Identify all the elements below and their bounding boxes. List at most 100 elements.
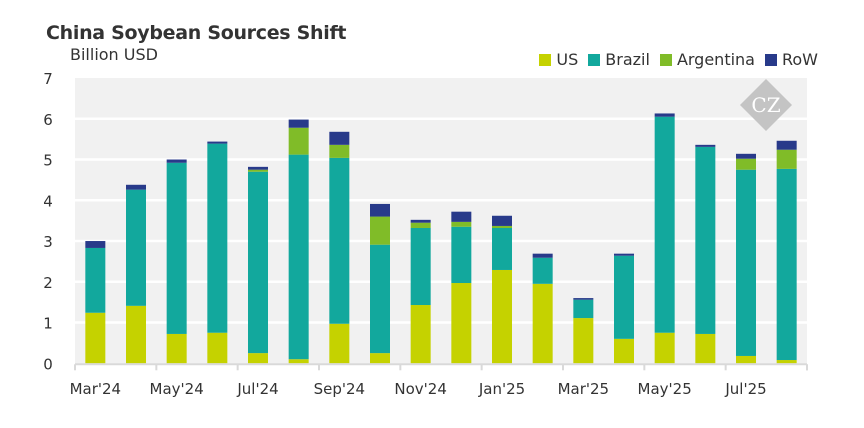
legend: US Brazil Argentina RoW	[539, 50, 818, 69]
bar-row-2	[166, 159, 187, 163]
bar-us-5	[288, 359, 309, 364]
bar-brazil-16	[736, 169, 756, 356]
legend-item-brazil: Brazil	[588, 50, 650, 69]
legend-label-us: US	[556, 50, 579, 69]
bar-row-10	[492, 215, 512, 226]
bar-us-11	[532, 283, 553, 364]
bar-row-14	[654, 113, 675, 117]
bar-row-1	[126, 184, 146, 190]
x-tick-label: Sep'24	[314, 380, 365, 398]
watermark-logo: CZ	[740, 79, 792, 131]
bar-argentina-7	[370, 216, 390, 245]
y-tick-label: 2	[43, 274, 53, 292]
bar-brazil-9	[451, 226, 472, 284]
bar-brazil-15	[695, 146, 716, 334]
legend-swatch-argentina	[659, 53, 672, 66]
legend-label-argentina: Argentina	[676, 50, 755, 69]
bar-row-15	[695, 144, 716, 147]
bar-brazil-11	[532, 257, 553, 284]
bar-us-16	[736, 355, 756, 364]
bar-argentina-6	[329, 144, 350, 158]
bar-argentina-8	[410, 222, 431, 228]
legend-swatch-row	[764, 53, 777, 66]
bar-brazil-12	[573, 299, 594, 319]
legend-swatch-brazil	[588, 53, 601, 66]
bar-row-6	[329, 131, 350, 145]
plot-area	[75, 78, 807, 364]
bar-row-12	[573, 298, 594, 300]
bar-brazil-8	[410, 227, 431, 306]
bar-us-1	[126, 305, 146, 364]
y-tick-label: 1	[43, 315, 53, 333]
gridlines	[75, 117, 807, 324]
x-tick-label: Nov'24	[394, 380, 447, 398]
bar-row-3	[207, 141, 228, 144]
y-axis-unit-label: Billion USD	[70, 45, 158, 64]
bar-row-17	[776, 140, 797, 150]
x-tick-label: Mar'25	[558, 380, 610, 398]
x-tick-label: Jul'25	[724, 380, 766, 398]
y-tick-label: 7	[43, 70, 53, 88]
bar-argentina-5	[288, 127, 309, 155]
y-tick-label: 5	[43, 152, 53, 170]
bar-us-7	[370, 353, 390, 364]
legend-item-us: US	[539, 50, 578, 69]
bar-row-4	[248, 166, 268, 170]
bar-brazil-5	[288, 154, 309, 360]
bar-argentina-17	[776, 149, 797, 169]
bar-argentina-9	[451, 221, 472, 227]
chart-title: China Soybean Sources Shift	[46, 22, 347, 44]
bar-brazil-14	[654, 116, 675, 333]
bar-us-4	[248, 353, 268, 364]
bar-brazil-2	[166, 162, 187, 334]
bar-row-5	[288, 119, 309, 128]
bar-us-10	[492, 269, 512, 364]
bar-brazil-1	[126, 189, 146, 306]
y-tick-label: 0	[43, 355, 53, 373]
legend-item-row: RoW	[764, 50, 818, 69]
legend-swatch-us	[539, 53, 552, 66]
bar-us-2	[166, 333, 187, 364]
x-tick-label: May'24	[150, 380, 204, 398]
legend-label-brazil: Brazil	[605, 50, 650, 69]
y-tick-label: 3	[43, 233, 53, 251]
x-tick-label: Jul'24	[236, 380, 278, 398]
bar-us-0	[85, 312, 106, 364]
bar-brazil-0	[85, 247, 106, 313]
bar-argentina-16	[736, 158, 756, 170]
bars	[85, 113, 797, 364]
bar-row-0	[85, 241, 106, 248]
bar-us-17	[776, 360, 797, 364]
bar-brazil-13	[614, 255, 634, 339]
bar-argentina-4	[248, 169, 268, 172]
bar-us-14	[654, 332, 675, 364]
bar-row-8	[410, 219, 431, 223]
bar-brazil-3	[207, 143, 228, 333]
bar-brazil-17	[776, 168, 797, 361]
axes: 0 1 2 3 4 5 6 7 Mar'24 May'24 Jul'24 Sep'24 Nov'24 Ja…	[43, 70, 808, 398]
bar-brazil-7	[370, 244, 390, 354]
bar-row-13	[614, 253, 634, 256]
bar-us-15	[695, 333, 716, 364]
watermark-text: CZ	[751, 93, 780, 117]
x-tick-label: Jan'25	[478, 380, 525, 398]
bar-row-9	[451, 211, 472, 222]
bar-brazil-10	[492, 227, 512, 270]
y-tick-label: 4	[43, 192, 53, 210]
bar-row-7	[370, 203, 390, 217]
watermark-diamond	[740, 79, 792, 131]
x-tick-label: Mar'24	[70, 380, 122, 398]
plot-background	[75, 78, 807, 364]
bar-brazil-4	[248, 171, 268, 354]
bar-us-6	[329, 323, 350, 364]
y-tick-label: 6	[43, 111, 53, 129]
bar-us-12	[573, 318, 594, 364]
legend-item-argentina: Argentina	[659, 50, 755, 69]
legend-label-row: RoW	[781, 50, 818, 69]
bar-us-8	[410, 305, 431, 364]
bar-argentina-10	[492, 225, 512, 228]
bar-row-11	[532, 253, 553, 258]
x-tick-label: May'25	[638, 380, 692, 398]
bar-us-3	[207, 332, 228, 364]
